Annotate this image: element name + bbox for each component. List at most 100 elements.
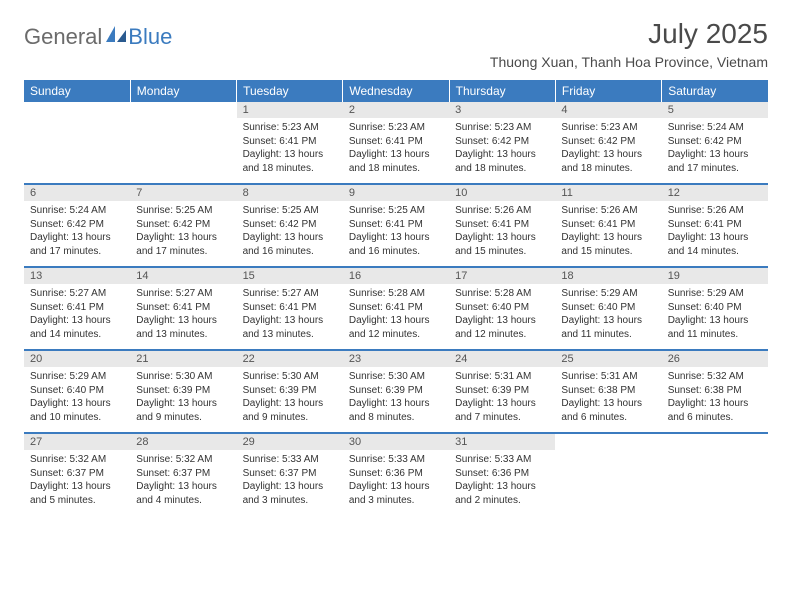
- sunrise-text: Sunrise: 5:32 AM: [668, 370, 762, 384]
- calendar-cell: 19Sunrise: 5:29 AMSunset: 6:40 PMDayligh…: [662, 267, 768, 350]
- sunset-text: Sunset: 6:41 PM: [561, 218, 655, 232]
- sunset-text: Sunset: 6:39 PM: [455, 384, 549, 398]
- logo-sail-icon: [106, 26, 126, 42]
- sunrise-text: Sunrise: 5:27 AM: [243, 287, 337, 301]
- day-details: Sunrise: 5:23 AMSunset: 6:42 PMDaylight:…: [449, 118, 555, 183]
- sunrise-text: Sunrise: 5:26 AM: [455, 204, 549, 218]
- daylight-text: Daylight: 13 hours and 17 minutes.: [136, 231, 230, 258]
- calendar-cell: 16Sunrise: 5:28 AMSunset: 6:41 PMDayligh…: [343, 267, 449, 350]
- sunset-text: Sunset: 6:37 PM: [136, 467, 230, 481]
- day-details: Sunrise: 5:25 AMSunset: 6:42 PMDaylight:…: [237, 201, 343, 266]
- calendar-cell: 3Sunrise: 5:23 AMSunset: 6:42 PMDaylight…: [449, 102, 555, 184]
- calendar-cell: 21Sunrise: 5:30 AMSunset: 6:39 PMDayligh…: [130, 350, 236, 433]
- sunrise-text: Sunrise: 5:30 AM: [349, 370, 443, 384]
- sunrise-text: Sunrise: 5:25 AM: [136, 204, 230, 218]
- daylight-text: Daylight: 13 hours and 2 minutes.: [455, 480, 549, 507]
- day-details: Sunrise: 5:32 AMSunset: 6:37 PMDaylight:…: [130, 450, 236, 515]
- daylight-text: Daylight: 13 hours and 14 minutes.: [668, 231, 762, 258]
- calendar-cell: 5Sunrise: 5:24 AMSunset: 6:42 PMDaylight…: [662, 102, 768, 184]
- calendar-cell: 1Sunrise: 5:23 AMSunset: 6:41 PMDaylight…: [237, 102, 343, 184]
- sunset-text: Sunset: 6:41 PM: [243, 301, 337, 315]
- calendar-cell: 18Sunrise: 5:29 AMSunset: 6:40 PMDayligh…: [555, 267, 661, 350]
- sunset-text: Sunset: 6:37 PM: [30, 467, 124, 481]
- day-number: 30: [343, 434, 449, 450]
- calendar-cell: 9Sunrise: 5:25 AMSunset: 6:41 PMDaylight…: [343, 184, 449, 267]
- day-details: Sunrise: 5:33 AMSunset: 6:36 PMDaylight:…: [449, 450, 555, 515]
- sunrise-text: Sunrise: 5:30 AM: [136, 370, 230, 384]
- day-details: Sunrise: 5:32 AMSunset: 6:38 PMDaylight:…: [662, 367, 768, 432]
- sunrise-text: Sunrise: 5:32 AM: [136, 453, 230, 467]
- calendar-cell: 6Sunrise: 5:24 AMSunset: 6:42 PMDaylight…: [24, 184, 130, 267]
- sunrise-text: Sunrise: 5:25 AM: [243, 204, 337, 218]
- day-details: Sunrise: 5:30 AMSunset: 6:39 PMDaylight:…: [130, 367, 236, 432]
- day-number: 3: [449, 102, 555, 118]
- day-number: 21: [130, 351, 236, 367]
- sunset-text: Sunset: 6:42 PM: [136, 218, 230, 232]
- sunset-text: Sunset: 6:39 PM: [243, 384, 337, 398]
- calendar-cell: 22Sunrise: 5:30 AMSunset: 6:39 PMDayligh…: [237, 350, 343, 433]
- calendar-week-row: 6Sunrise: 5:24 AMSunset: 6:42 PMDaylight…: [24, 184, 768, 267]
- daylight-text: Daylight: 13 hours and 11 minutes.: [561, 314, 655, 341]
- sunrise-text: Sunrise: 5:23 AM: [561, 121, 655, 135]
- day-details: Sunrise: 5:23 AMSunset: 6:41 PMDaylight:…: [343, 118, 449, 183]
- logo: General Blue: [24, 24, 172, 50]
- day-details: Sunrise: 5:29 AMSunset: 6:40 PMDaylight:…: [662, 284, 768, 349]
- calendar-cell: 8Sunrise: 5:25 AMSunset: 6:42 PMDaylight…: [237, 184, 343, 267]
- day-details: Sunrise: 5:33 AMSunset: 6:37 PMDaylight:…: [237, 450, 343, 515]
- day-details: Sunrise: 5:25 AMSunset: 6:41 PMDaylight:…: [343, 201, 449, 266]
- day-number: 8: [237, 185, 343, 201]
- calendar-cell: ..: [24, 102, 130, 184]
- day-details: Sunrise: 5:24 AMSunset: 6:42 PMDaylight:…: [662, 118, 768, 183]
- sunset-text: Sunset: 6:42 PM: [30, 218, 124, 232]
- calendar-week-row: 27Sunrise: 5:32 AMSunset: 6:37 PMDayligh…: [24, 433, 768, 515]
- sunrise-text: Sunrise: 5:23 AM: [455, 121, 549, 135]
- sunset-text: Sunset: 6:36 PM: [349, 467, 443, 481]
- sunrise-text: Sunrise: 5:27 AM: [30, 287, 124, 301]
- daylight-text: Daylight: 13 hours and 6 minutes.: [561, 397, 655, 424]
- daylight-text: Daylight: 13 hours and 13 minutes.: [243, 314, 337, 341]
- calendar-cell: 13Sunrise: 5:27 AMSunset: 6:41 PMDayligh…: [24, 267, 130, 350]
- day-number: 5: [662, 102, 768, 118]
- day-number: 18: [555, 268, 661, 284]
- calendar-cell: 2Sunrise: 5:23 AMSunset: 6:41 PMDaylight…: [343, 102, 449, 184]
- sunrise-text: Sunrise: 5:30 AM: [243, 370, 337, 384]
- daylight-text: Daylight: 13 hours and 16 minutes.: [349, 231, 443, 258]
- calendar-cell: 14Sunrise: 5:27 AMSunset: 6:41 PMDayligh…: [130, 267, 236, 350]
- logo-text-general: General: [24, 24, 102, 50]
- day-details: Sunrise: 5:26 AMSunset: 6:41 PMDaylight:…: [449, 201, 555, 266]
- sunrise-text: Sunrise: 5:29 AM: [668, 287, 762, 301]
- sunset-text: Sunset: 6:42 PM: [561, 135, 655, 149]
- sunrise-text: Sunrise: 5:23 AM: [349, 121, 443, 135]
- month-title: July 2025: [490, 18, 768, 50]
- daylight-text: Daylight: 13 hours and 17 minutes.: [668, 148, 762, 175]
- sunset-text: Sunset: 6:37 PM: [243, 467, 337, 481]
- day-number: 22: [237, 351, 343, 367]
- day-number: 13: [24, 268, 130, 284]
- day-number: 20: [24, 351, 130, 367]
- calendar-cell: 27Sunrise: 5:32 AMSunset: 6:37 PMDayligh…: [24, 433, 130, 515]
- calendar-cell: 31Sunrise: 5:33 AMSunset: 6:36 PMDayligh…: [449, 433, 555, 515]
- day-details: Sunrise: 5:25 AMSunset: 6:42 PMDaylight:…: [130, 201, 236, 266]
- sunset-text: Sunset: 6:41 PM: [349, 301, 443, 315]
- day-number: 10: [449, 185, 555, 201]
- day-number: 28: [130, 434, 236, 450]
- day-details: Sunrise: 5:23 AMSunset: 6:41 PMDaylight:…: [237, 118, 343, 183]
- day-number: 2: [343, 102, 449, 118]
- day-details: Sunrise: 5:30 AMSunset: 6:39 PMDaylight:…: [237, 367, 343, 432]
- calendar-cell: 12Sunrise: 5:26 AMSunset: 6:41 PMDayligh…: [662, 184, 768, 267]
- daylight-text: Daylight: 13 hours and 3 minutes.: [349, 480, 443, 507]
- day-number: 17: [449, 268, 555, 284]
- daylight-text: Daylight: 13 hours and 12 minutes.: [349, 314, 443, 341]
- daylight-text: Daylight: 13 hours and 10 minutes.: [30, 397, 124, 424]
- day-number: 1: [237, 102, 343, 118]
- day-number: 25: [555, 351, 661, 367]
- daylight-text: Daylight: 13 hours and 9 minutes.: [243, 397, 337, 424]
- sunset-text: Sunset: 6:40 PM: [668, 301, 762, 315]
- dayhead-monday: Monday: [130, 80, 236, 102]
- sunset-text: Sunset: 6:41 PM: [668, 218, 762, 232]
- day-details: Sunrise: 5:23 AMSunset: 6:42 PMDaylight:…: [555, 118, 661, 183]
- daylight-text: Daylight: 13 hours and 11 minutes.: [668, 314, 762, 341]
- sunrise-text: Sunrise: 5:33 AM: [243, 453, 337, 467]
- daylight-text: Daylight: 13 hours and 6 minutes.: [668, 397, 762, 424]
- daylight-text: Daylight: 13 hours and 18 minutes.: [561, 148, 655, 175]
